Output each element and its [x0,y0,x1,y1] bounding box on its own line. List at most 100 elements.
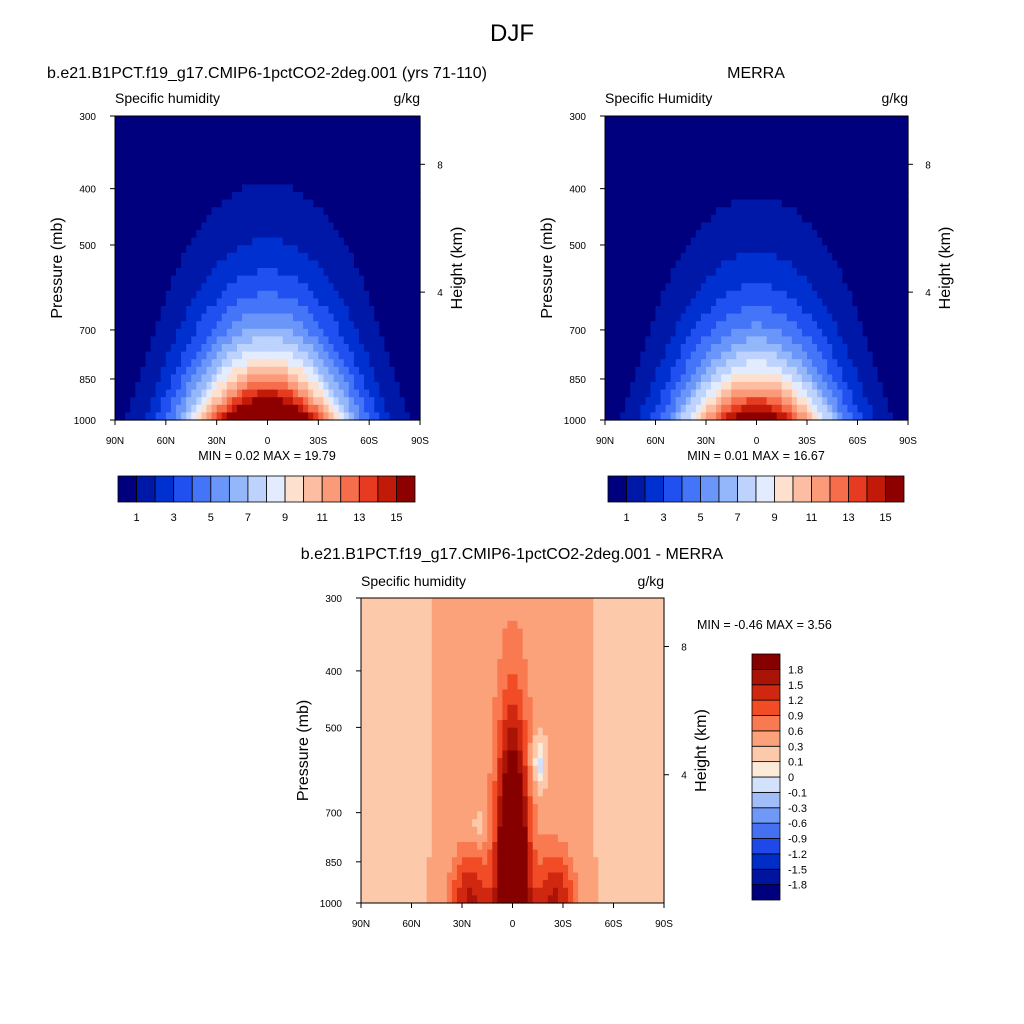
field-cell [292,351,299,360]
field-cell [726,412,732,421]
field-cell [348,199,355,208]
field-cell [746,374,753,383]
field-cell [610,397,616,406]
field-cell [298,154,304,163]
field-cell [655,290,662,299]
field-cell [857,366,864,375]
field-cell [303,245,309,254]
field-cell [882,290,889,299]
field-cell [242,328,248,337]
field-cell [115,176,121,185]
field-cell [125,154,131,163]
field-cell [364,275,370,284]
field-cell [655,116,662,125]
field-cell [756,404,763,413]
field-cell [145,169,152,178]
field-cell [736,351,742,360]
field-cell [751,397,758,406]
field-cell [847,252,854,261]
field-cell [746,382,753,391]
colorbar-label: 15 [879,512,891,524]
field-cell [389,283,396,292]
field-cell [374,123,380,132]
field-cell [359,359,365,368]
field-cell [882,192,889,201]
colorbar-swatch [607,475,627,503]
field-cell [404,207,411,216]
field-cell [675,344,682,353]
field-cell [610,146,616,155]
field-cell [832,161,838,170]
field-cell [359,275,365,284]
field-cell [892,199,899,208]
field-cell [201,328,208,337]
field-cell [741,336,747,345]
field-cell [170,336,177,345]
field-cell [257,260,264,269]
field-cell [817,275,823,284]
field-cell [292,344,299,353]
field-cell [605,260,611,269]
field-cell [630,116,636,125]
field-cell [625,389,631,398]
field-cell [721,313,727,322]
field-cell [605,146,611,155]
field-cell [389,222,396,231]
field-cell [298,397,304,406]
field-cell [267,176,274,185]
field-cell [786,214,793,223]
field-cell [832,313,838,322]
field-cell [191,146,197,155]
field-cell [221,199,228,208]
field-cell [801,214,808,223]
field-cell [635,199,641,208]
field-cell [882,138,889,147]
field-cell [353,146,360,155]
field-cell [242,283,248,292]
field-cell [328,313,335,322]
field-cell [303,275,309,284]
field-cell [170,123,177,132]
field-cell [625,176,631,185]
field-cell [120,146,126,155]
field-cell [120,138,126,147]
field-cell [308,222,314,231]
field-cell [660,184,667,193]
field-cell [731,290,737,299]
field-cell [842,123,848,132]
field-cell [282,321,289,330]
field-cell [736,214,742,223]
field-cell [155,207,162,216]
field-cell [313,366,319,375]
field-cell [176,298,182,307]
field-cell [630,123,636,132]
field-cell [366,666,372,675]
field-cell [731,404,737,413]
field-cell [191,199,197,208]
field-cell [191,344,197,353]
field-cell [741,214,747,223]
field-cell [323,366,330,375]
field-cell [655,184,662,193]
field-cell [287,382,294,391]
field-cell [605,328,611,337]
field-cell [409,321,416,330]
colorbar-swatch [774,475,794,503]
field-cell [165,313,172,322]
field-cell [650,260,657,269]
field-cell [125,268,131,277]
field-cell [361,735,367,744]
field-cell [786,116,793,125]
field-cell [216,123,223,132]
field-cell [781,154,788,163]
field-cell [353,382,360,391]
field-cell [726,328,732,337]
field-cell [711,169,717,178]
field-cell [277,230,284,239]
field-cell [640,404,646,413]
field-cell [887,252,894,261]
field-cell [170,138,177,147]
field-cell [247,412,253,421]
field-cell [902,283,909,292]
field-cell [262,344,269,353]
